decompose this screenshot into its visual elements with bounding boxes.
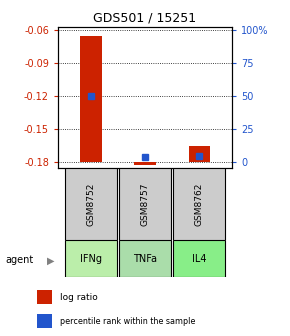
Text: GSM8752: GSM8752 <box>86 182 95 226</box>
Text: GSM8762: GSM8762 <box>195 182 204 226</box>
Bar <box>80 36 101 163</box>
Text: GSM8757: GSM8757 <box>140 182 150 226</box>
Bar <box>37 290 52 304</box>
Bar <box>119 240 171 277</box>
Text: TNFa: TNFa <box>133 254 157 264</box>
Bar <box>64 168 117 240</box>
Bar <box>134 163 156 165</box>
Bar <box>188 146 210 163</box>
Text: log ratio: log ratio <box>60 293 97 302</box>
Text: IL4: IL4 <box>192 254 206 264</box>
Text: IFNg: IFNg <box>80 254 101 264</box>
Bar <box>173 240 226 277</box>
Text: GDS501 / 15251: GDS501 / 15251 <box>93 12 197 25</box>
Text: agent: agent <box>6 255 34 265</box>
Bar <box>119 168 171 240</box>
Text: ▶: ▶ <box>47 255 55 265</box>
Bar <box>173 168 226 240</box>
Bar <box>64 240 117 277</box>
Text: percentile rank within the sample: percentile rank within the sample <box>60 317 195 326</box>
Bar <box>37 314 52 328</box>
